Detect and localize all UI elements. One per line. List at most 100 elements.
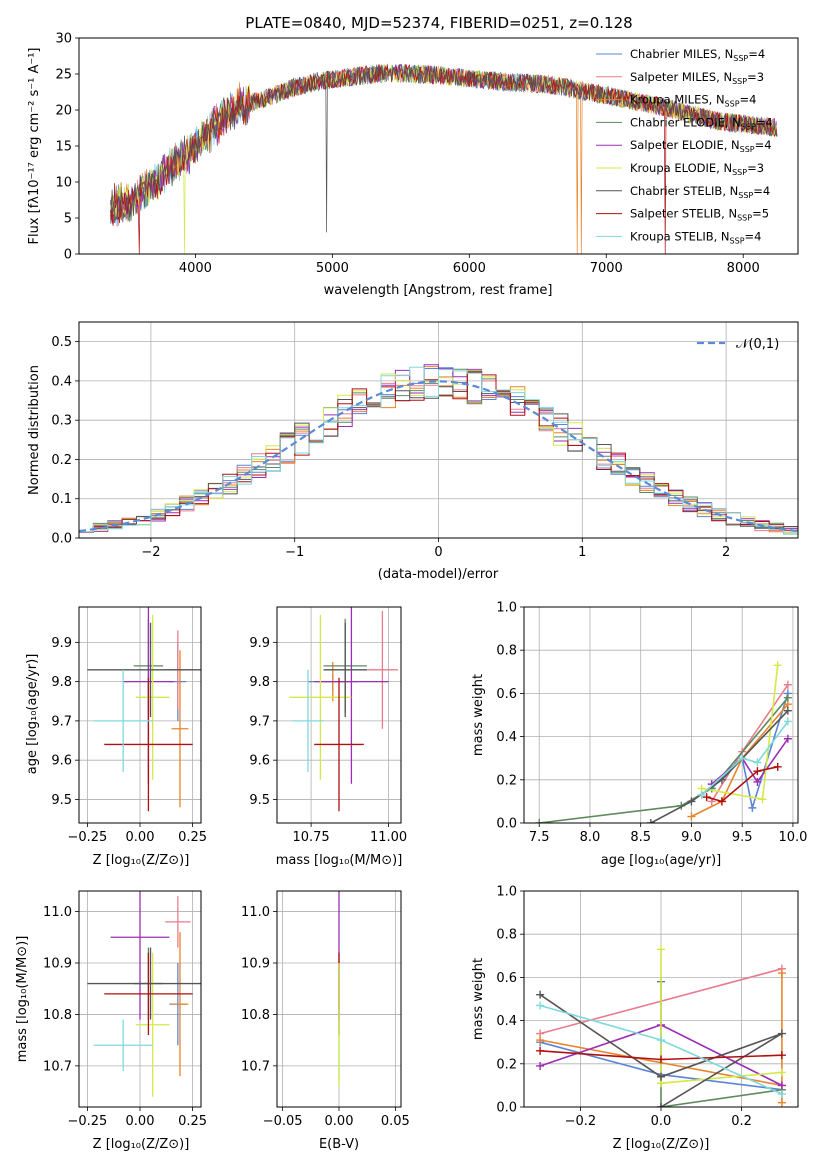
y-tick-label: 0.2 [496, 773, 517, 788]
axes-frame [78, 890, 202, 1108]
histogram-panel: −2 −1 0 1 2 0.0 0.1 0.2 0.3 0.4 0.5 [51, 321, 799, 560]
x-tick-label: 1 [578, 545, 586, 560]
weight-marker [777, 1068, 786, 1077]
y-tick-label: 11.0 [241, 905, 270, 920]
y-tick-label: 5 [64, 212, 72, 227]
spectrum-lines [110, 63, 778, 254]
spectrum-y-label: Flux [fλ10⁻¹⁷ erg cm⁻² s⁻¹ A⁻¹] [27, 48, 42, 245]
weight-marker [536, 1061, 545, 1070]
y-tick-label: 10.7 [241, 1059, 270, 1074]
y-tick-label: 0.2 [496, 1057, 517, 1072]
weight-marker [777, 1051, 786, 1060]
weight-line [706, 766, 778, 803]
axes-frame [523, 606, 799, 824]
histogram-step [79, 364, 798, 538]
weight-marker [717, 797, 726, 806]
legend-entry: Salpeter STELIB, NSSP=5 [630, 207, 769, 223]
weight-marker [535, 819, 544, 823]
age-mass-x-label: mass [log₁₀(M/M⊙)] [276, 853, 403, 868]
weight-marker [783, 706, 792, 715]
mass-z-x-label: Z [log₁₀(Z/Z⊙)] [93, 1137, 190, 1152]
legend-entry: Kroupa ELODIE, NSSP=3 [630, 161, 764, 177]
histogram-y-label: Normed distribution [27, 365, 42, 495]
x-tick-label: 6000 [453, 261, 486, 276]
histogram-step [79, 368, 798, 538]
x-tick-label: −0.05 [263, 1114, 303, 1129]
x-tick-label: 0.0 [651, 1114, 672, 1129]
weight-marker [758, 795, 767, 804]
y-tick-label: 0.6 [496, 687, 517, 702]
weight-marker [657, 1072, 665, 1081]
weight-marker [657, 1055, 665, 1064]
x-tick-label: 0 [434, 545, 442, 560]
weight-marker [687, 797, 696, 806]
x-tick-label: 8.0 [580, 830, 601, 845]
weight-marker [773, 661, 782, 670]
x-tick-label: 0.2 [731, 1114, 752, 1129]
errorbar-points [289, 607, 398, 812]
weight-marker [773, 762, 782, 771]
y-tick-label: 0.4 [496, 1014, 517, 1029]
histogram-x-label: (data-model)/error [378, 567, 499, 582]
weight-marker [687, 812, 696, 821]
histogram-step [79, 366, 798, 538]
histogram-legend-label: 𝒩(0,1) [736, 337, 779, 352]
mass-ebv-x-label: E(B-V) [319, 1137, 359, 1152]
age-z-y-label: age [log₁₀(age/yr)] [25, 654, 40, 775]
x-tick-label: 5000 [316, 261, 349, 276]
weight-marker [536, 1001, 545, 1010]
weight-series [536, 945, 786, 1107]
y-tick-label: 9.5 [249, 793, 270, 808]
spectrum-x-label: wavelength [Angstrom, rest frame] [324, 283, 553, 298]
y-tick-label: 0.8 [496, 644, 517, 659]
errorbar-points [87, 607, 201, 812]
y-tick-label: 9.8 [249, 675, 270, 690]
weight-marker [777, 1098, 786, 1107]
legend-entry: Chabrier MILES, NSSP=4 [630, 47, 765, 63]
x-tick-label: −0.25 [67, 1114, 107, 1129]
figure-title: PLATE=0840, MJD=52374, FIBERID=0251, z=0… [245, 14, 632, 32]
mass-z-y-label: mass [log₁₀(M/M⊙)] [15, 936, 30, 1063]
age-z-x-label: Z [log₁₀(Z/Z⊙)] [93, 853, 190, 868]
weight-marker [738, 754, 747, 763]
legend-entry: Salpeter ELODIE, NSSP=4 [630, 138, 772, 154]
histogram-step [79, 366, 798, 538]
x-tick-label: 0.05 [381, 1114, 410, 1129]
age-vs-z-panel: −0.25 0.00 0.25 9.5 9.6 9.7 9.8 9.9 [51, 606, 207, 845]
weight-marker [777, 969, 786, 978]
weight-marker [536, 1036, 545, 1045]
spectrum-panel: 4000 5000 6000 7000 8000 0 5 10 15 20 25 30 Chabrier… [55, 32, 799, 276]
y-tick-label: 0.2 [51, 453, 72, 468]
x-tick-label: −2 [141, 545, 160, 560]
weight-marker [783, 693, 792, 702]
spectrum-line [110, 64, 778, 254]
weight-series [535, 661, 792, 823]
x-tick-label: 0.00 [126, 1114, 155, 1129]
y-tick-label: 9.9 [51, 636, 72, 651]
x-tick-label: 4000 [179, 261, 212, 276]
y-tick-label: 0 [64, 248, 72, 263]
y-tick-label: 15 [55, 140, 72, 155]
weight-age-x-label: age [log₁₀(age/yr)] [601, 853, 722, 868]
axes-frame [276, 890, 402, 1108]
y-tick-label: 9.6 [249, 754, 270, 769]
y-tick-label: 9.6 [51, 754, 72, 769]
x-tick-label: 11.00 [370, 830, 407, 845]
weight-line [711, 693, 789, 809]
x-tick-label: 7.5 [529, 830, 550, 845]
axes-frame [276, 606, 402, 824]
normal-curve [79, 380, 798, 533]
weight-age-y-label: mass weight [471, 674, 486, 756]
weight-marker [753, 767, 762, 776]
mass-vs-z-panel: −0.25 0.00 0.25 10.7 10.8 10.9 11.0 [43, 890, 207, 1129]
weight-line [691, 703, 789, 818]
weight-marker [702, 793, 711, 802]
x-tick-label: 7000 [590, 261, 623, 276]
axes-frame [78, 321, 799, 539]
y-tick-label: 10.9 [43, 957, 72, 972]
y-tick-label: 0.0 [51, 532, 72, 547]
x-tick-label: 9.0 [681, 830, 702, 845]
weight-marker [536, 1046, 545, 1055]
x-tick-label: −1 [285, 545, 304, 560]
mass-vs-ebv-panel: −0.05 0.00 0.05 10.7 10.8 10.9 11.0 [241, 890, 410, 1129]
